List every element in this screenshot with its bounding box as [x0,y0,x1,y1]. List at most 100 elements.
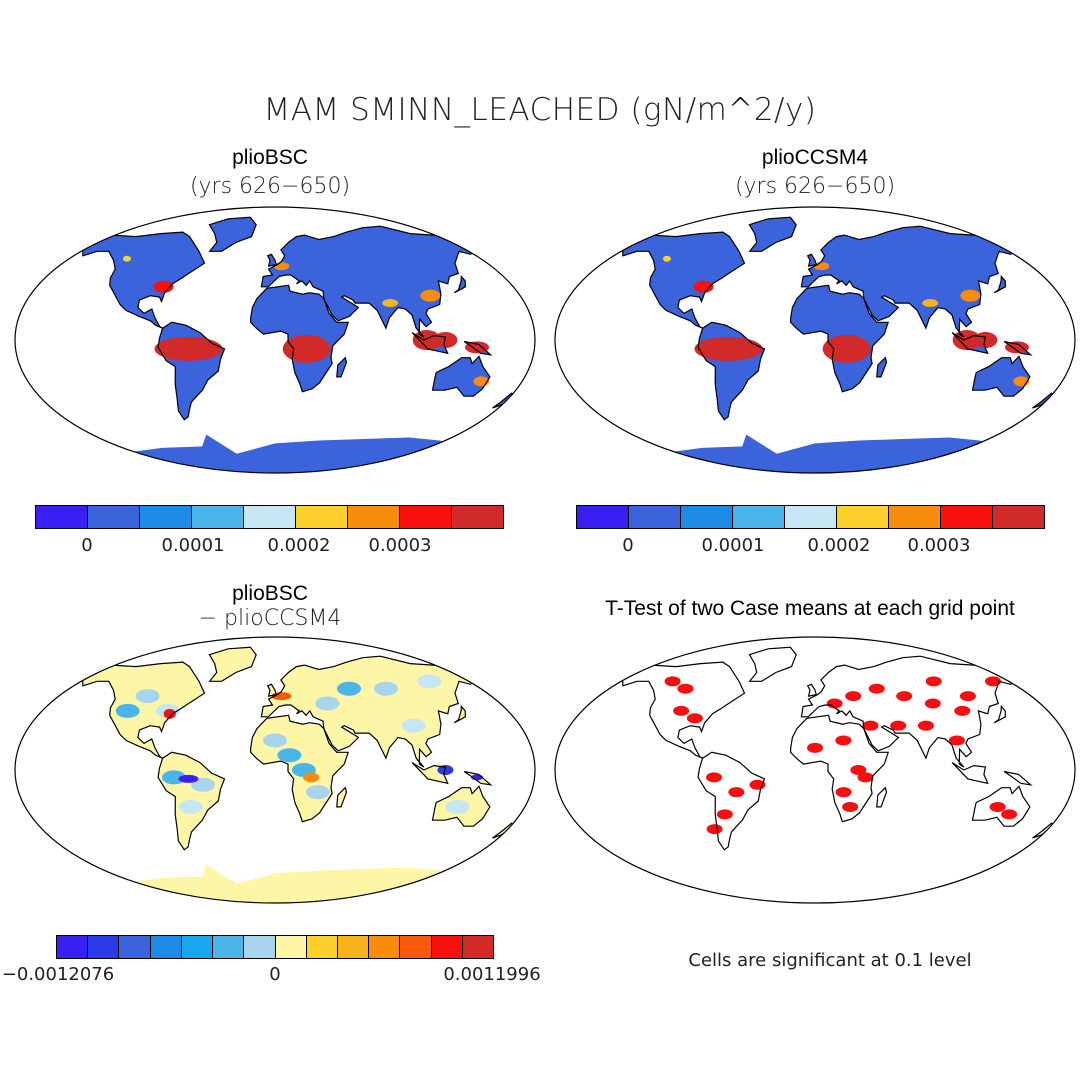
colorbar-swatch [733,506,785,528]
coastline-madagascar [876,356,888,378]
land-africa [790,715,889,822]
hotspot-china [420,289,441,302]
land-madagascar [336,787,347,807]
land-greenland [749,217,797,252]
panel-1-subtitle: (yrs 626−650) [189,174,351,199]
coastline-northAmerica [621,661,746,759]
coastline-indonesia [951,762,989,785]
significant-cells [835,735,852,746]
coastline-indonesia [951,332,989,355]
land-antarctica [627,864,1003,903]
coastline-madagascar [876,786,888,808]
significant-cells [705,772,722,783]
coastline-greenland [748,646,797,682]
colorbar-tick-label: 0.0002 [807,535,871,556]
coastline-newguinea [463,770,493,786]
diff-patch-negative [263,733,287,748]
colorbar-swatch [629,506,681,528]
hotspot-india [382,299,399,308]
diff-patch-negative [401,718,426,733]
significant-cells [677,683,694,694]
significant-cells [807,742,823,753]
colorbar-swatch [192,506,244,528]
significant-cells [842,801,859,812]
coastline-australia [971,355,1031,397]
colorbar-swatch [36,506,88,528]
coastline-madagascar [336,786,348,808]
land-japan [454,276,466,293]
coastline-indonesia [411,762,449,785]
land-greenland [209,647,257,682]
colorbar-tick-label: 0 [622,535,634,556]
panel-3-subtitle: − plioCCSM4 [198,606,342,631]
coastline-indonesia [411,332,449,355]
colorbar-swatch [681,506,733,528]
colorbar-swatch [88,936,120,958]
significant-cells [716,809,733,820]
panel-4-title: T-Test of two Case means at each grid po… [605,597,1015,620]
map-border [14,206,536,474]
colorbar-swatch [213,936,245,958]
land-japan [454,706,466,723]
land-australia [432,356,490,397]
map-panel-difference [14,636,536,904]
land-southAmerica [698,752,765,850]
coastline-africa [249,284,350,393]
significant-cells [673,705,690,716]
colorbar-tick-label: 0.0001 [161,535,225,556]
colorbar-swatch [941,506,993,528]
significance-note: Cells are significant at 0.1 level [688,950,972,971]
coastline-uk [806,683,818,697]
map-clip-group [621,646,1057,903]
significant-cells [890,720,907,731]
land-japan [994,276,1006,293]
coastline-japan [993,274,1007,294]
colorbar-swatch [337,936,370,958]
diff-patch-congo [303,772,320,783]
coastline-newguinea [1003,770,1033,786]
colorbar-swatch [400,506,452,528]
coastline-northAmerica [81,661,206,759]
diff-patch-negative [417,674,442,689]
colorbar-swatch [181,936,214,958]
colorbar-tick-label: 0.0001 [701,535,765,556]
panel-3-title: plioBSC [232,582,308,605]
colorbar-difference [56,935,494,959]
coastline-japan [453,704,467,724]
colorbar-swatch [296,506,348,528]
colorbar-tick-label: 0.0011996 [443,964,541,985]
colorbar-swatch [244,936,276,958]
significant-cells [985,676,1002,687]
coastline-uk [266,683,278,697]
hotspot-canada [122,255,131,262]
land-northAmerica [82,232,205,329]
diff-patch-negative [191,777,216,792]
colorbar-tick-label: 0 [269,964,281,985]
hotspot-newguinea [465,341,490,354]
colorbar-swatch [275,936,307,958]
land-antarctica [87,864,463,903]
map-clip-group [81,646,517,903]
hotspot-newguinea [1005,341,1030,354]
colorbar-tick-label: 0 [81,535,93,556]
coastline-uk [806,253,818,267]
map-panel-plioCCSM4 [554,206,1076,474]
significant-cells [845,691,862,702]
significant-cells [686,713,703,724]
coastline-australia [971,785,1031,827]
hotspot-canada [662,255,671,262]
land-australia [972,356,1030,397]
colorbar-swatch [140,506,192,528]
coastline-australia [431,785,491,827]
colorbar-swatch [993,506,1044,528]
colorbar-swatch [244,506,296,528]
colorbar-swatch [88,506,140,528]
colorbar-tick-label: 0.0003 [907,535,971,556]
coastline-greenland [748,216,797,252]
land-antarctica [87,434,463,473]
colorbar-tick-label: −0.0012076 [1,964,115,985]
colorbar-swatch [837,506,889,528]
colorbar-swatch [889,506,941,528]
hotspot-amazon [154,336,223,361]
coastline-africa [789,714,890,823]
